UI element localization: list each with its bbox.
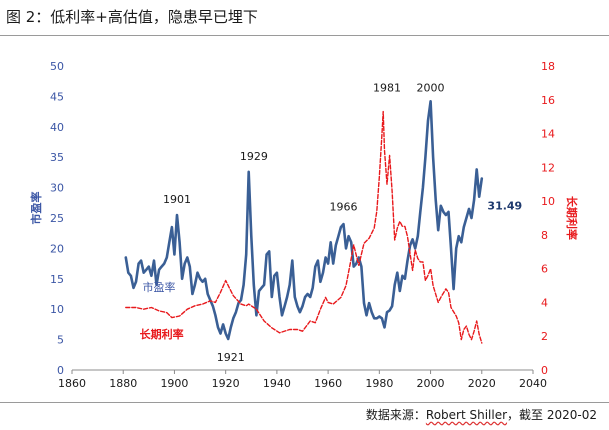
chart-annotation: 1901 xyxy=(163,193,191,206)
x-tick-label: 1860 xyxy=(58,377,86,390)
long-term-rate-series-line xyxy=(125,110,483,344)
chart-annotation: 市盈率 xyxy=(143,280,176,294)
y-left-tick-label: 0 xyxy=(57,364,64,377)
source-prefix: 数据来源： xyxy=(365,408,426,422)
y-left-tick-label: 5 xyxy=(57,334,64,347)
y-right-tick-label: 16 xyxy=(541,94,555,107)
x-tick-label: 1940 xyxy=(263,377,291,390)
bottom-divider xyxy=(0,402,609,403)
y-left-axis-title: 市盈率 xyxy=(29,192,43,225)
chart-annotation: 长期利率 xyxy=(140,327,184,341)
y-left-tick-label: 45 xyxy=(50,90,64,103)
y-right-tick-label: 4 xyxy=(541,296,548,309)
y-left-tick-label: 20 xyxy=(50,242,64,255)
y-right-tick-label: 2 xyxy=(541,330,548,343)
y-left-tick-label: 35 xyxy=(50,151,64,164)
pe-ratio-series-line xyxy=(124,100,484,341)
chart-annotation: 1966 xyxy=(329,201,357,214)
x-tick-label: 1920 xyxy=(212,377,240,390)
x-tick-label: 1900 xyxy=(160,377,188,390)
chart-annotation: 1921 xyxy=(217,351,245,364)
x-tick-label: 2040 xyxy=(519,377,547,390)
source-suffix: ，截至 2020-02 xyxy=(507,408,597,422)
chart-annotation: 31.49 xyxy=(487,199,522,212)
x-tick-label: 1960 xyxy=(314,377,342,390)
y-left-tick-label: 40 xyxy=(50,121,64,134)
x-tick-label: 2000 xyxy=(417,377,445,390)
y-right-tick-label: 8 xyxy=(541,229,548,242)
y-left-tick-label: 10 xyxy=(50,303,64,316)
source-note: 数据来源：Robert Shiller，截至 2020-02 xyxy=(366,406,597,423)
y-left-tick-label: 25 xyxy=(50,212,64,225)
y-right-tick-label: 14 xyxy=(541,128,555,141)
y-right-axis-title: 长期利率 xyxy=(565,196,579,240)
chart-annotation: 1929 xyxy=(240,150,268,163)
chart-annotation: 2000 xyxy=(417,82,445,95)
y-right-tick-label: 18 xyxy=(541,60,555,73)
y-right-tick-label: 12 xyxy=(541,161,555,174)
x-tick-label: 1880 xyxy=(109,377,137,390)
page-title: 图 2：低利率+高估值，隐患早已埋下 xyxy=(6,8,258,26)
y-right-tick-label: 10 xyxy=(541,195,555,208)
x-tick-label: 2020 xyxy=(468,377,496,390)
x-tick-label: 1980 xyxy=(365,377,393,390)
y-left-tick-label: 30 xyxy=(50,182,64,195)
y-right-tick-label: 6 xyxy=(541,263,548,276)
source-author: Robert Shiller xyxy=(425,408,508,422)
y-left-tick-label: 15 xyxy=(50,273,64,286)
chart-annotation: 1981 xyxy=(373,82,401,95)
y-right-tick-label: 0 xyxy=(541,364,548,377)
top-divider xyxy=(0,35,609,36)
y-left-tick-label: 50 xyxy=(50,60,64,73)
